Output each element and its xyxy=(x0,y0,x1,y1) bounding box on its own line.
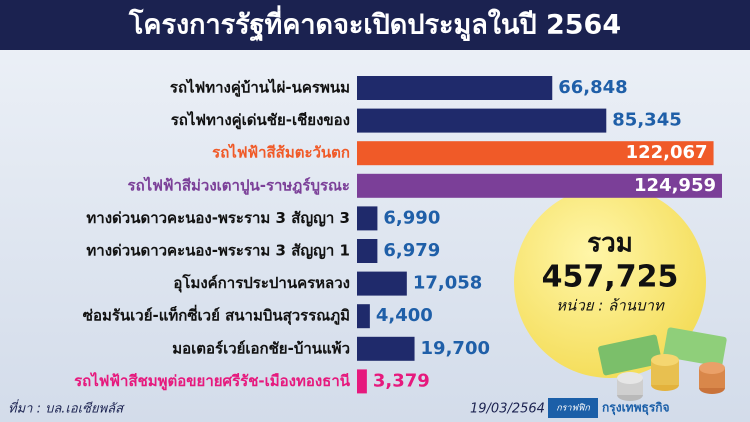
category-label: มอเตอร์เวย์เอกชัย-บ้านแพ้ว xyxy=(172,339,350,357)
bar xyxy=(357,239,378,263)
bar xyxy=(357,336,415,361)
value-label: 4,400 xyxy=(376,305,433,326)
money-decoration xyxy=(598,327,727,401)
value-label: 66,848 xyxy=(558,77,627,98)
bar xyxy=(357,369,367,394)
category-label: รถไฟฟ้าสีม่วงเตาปูน-ราษฎร์บูรณะ xyxy=(128,175,350,195)
credit-name: กรุงเทพธุรกิจ xyxy=(602,401,670,416)
category-label: ทางด่วนดาวคะนอง-พระราม 3 สัญญา 1 xyxy=(86,242,350,260)
credit-prefix: กราฟฟิก xyxy=(556,403,590,414)
chart-title: โครงการรัฐที่คาดจะเปิดประมูลในปี 2564 xyxy=(128,5,621,43)
category-label: อุโมงค์การประปานครหลวง xyxy=(173,273,350,293)
bar xyxy=(357,141,714,166)
value-label: 122,067 xyxy=(626,142,708,163)
value-label: 19,700 xyxy=(421,338,490,359)
bar xyxy=(357,304,370,329)
category-label: รถไฟทางคู่เด่นชัย-เชียงของ xyxy=(171,110,350,130)
category-label: ซ่อมรันเวย์-แท็กซี่เวย์ สนามบินสุวรรณภูม… xyxy=(83,305,350,326)
value-label: 6,990 xyxy=(383,207,440,228)
source: ที่มา : บล.เอเซียพลัส xyxy=(8,399,125,417)
value-label: 124,959 xyxy=(634,175,716,196)
total-circle xyxy=(514,186,706,378)
total-value: 457,725 xyxy=(542,260,679,295)
bar xyxy=(357,271,407,296)
value-label: 6,979 xyxy=(383,240,440,261)
category-label: รถไฟทางคู่บ้านไผ่-นครพนม xyxy=(170,78,350,98)
category-label: ทางด่วนดาวคะนอง-พระราม 3 สัญญา 3 xyxy=(86,209,350,227)
date: 19/03/2564 xyxy=(470,402,545,417)
value-label: 17,058 xyxy=(413,273,482,294)
total-unit: หน่วย : ล้านบาท xyxy=(556,297,665,315)
bar xyxy=(357,206,378,231)
category-label: รถไฟฟ้าสีชมพูต่อขยายศรีรัช-เมืองทองธานี xyxy=(74,371,351,391)
total-label: รวม xyxy=(587,229,633,259)
credit-box xyxy=(548,398,598,418)
value-label: 3,379 xyxy=(373,370,430,391)
bar xyxy=(357,173,722,198)
category-label: รถไฟฟ้าสีส้มตะวันตก xyxy=(212,143,350,162)
title-bar xyxy=(0,0,750,50)
bar xyxy=(357,76,553,100)
value-label: 85,345 xyxy=(612,110,681,131)
bar xyxy=(357,108,607,133)
